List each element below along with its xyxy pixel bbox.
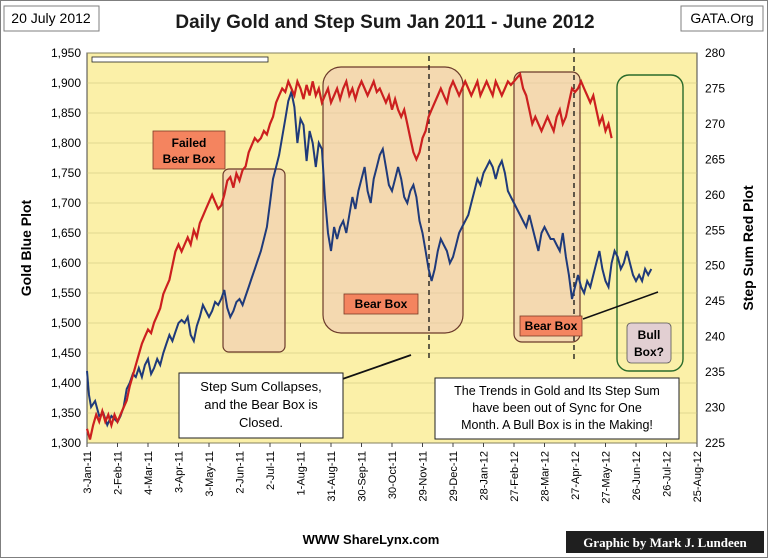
x-tick-label: 4-Mar-11 [143, 451, 155, 495]
x-tick-label: 26-Jul-12 [662, 451, 674, 497]
footer-website: WWW ShareLynx.com [303, 532, 440, 547]
y-right-tick-label: 230 [705, 401, 725, 415]
y-left-tick-label: 1,400 [51, 376, 81, 390]
y-right-tick-label: 270 [705, 117, 725, 131]
annotation-line: The Trends in Gold and Its Step Sum [454, 384, 660, 398]
footer-credit: Graphic by Mark J. Lundeen [583, 535, 747, 550]
x-tick-label: 2-Jun-11 [235, 451, 247, 494]
y-right-tick-label: 265 [705, 152, 725, 166]
y-left-tick-label: 1,300 [51, 436, 81, 450]
stepsum-series-line [85, 71, 613, 440]
x-tick-label: 3-May-11 [204, 451, 216, 497]
annotation-line: have been out of Sync for One [472, 401, 642, 415]
y-left-tick-label: 1,550 [51, 286, 81, 300]
y-left-tick-label: 1,950 [51, 46, 81, 60]
y-left-tick-label: 1,900 [51, 76, 81, 90]
callout-collapse-text: Step Sum Collapses, and the Bear Box is Cl… [200, 379, 321, 430]
failed-bear-box-label-bg [152, 130, 226, 170]
bear-box-1-label: Bear Box [355, 297, 408, 311]
bear-box-2-label-bg [519, 315, 583, 337]
annotation-line: Closed. [239, 415, 283, 430]
y-left-tick-label: 1,700 [51, 196, 81, 210]
annotation-line: Bear Box [163, 152, 216, 166]
y-right-tick-label: 240 [705, 330, 725, 344]
failed-bear-box-label: Failed Bear Box [163, 136, 216, 166]
x-tick-label: 2-Feb-11 [113, 451, 125, 495]
bull-arrow-line [582, 291, 659, 320]
y-right-tick-label: 250 [705, 259, 725, 273]
y-left-tick-label: 1,450 [51, 346, 81, 360]
x-tick-label: 29-Nov-11 [418, 451, 430, 502]
collapse-arrow-line [330, 354, 412, 384]
callout-trends-box [434, 377, 680, 440]
gold-series-line [86, 88, 653, 428]
x-tick-label: 3-Jan-11 [82, 451, 94, 494]
x-tick-label: 27-Feb-12 [509, 451, 521, 502]
x-tick-label: 1-Aug-11 [296, 451, 308, 495]
y-right-ticks: 225 230 235 240 245 250 255 260 265 270 275 280 [705, 46, 725, 450]
x-tick-label: 27-May-12 [601, 451, 613, 504]
y-right-label: Step Sum Red Plot [740, 185, 756, 311]
y-right-tick-label: 225 [705, 436, 725, 450]
x-tick-label: 30-Oct-11 [387, 451, 399, 499]
chart-title: Daily Gold and Step Sum Jan 2011 - June … [175, 12, 594, 33]
date-box [3, 5, 100, 32]
callout-collapse-box [178, 372, 344, 439]
y-left-ticks: 1,300 1,350 1,400 1,450 1,500 1,550 1,600 1,650… [51, 46, 81, 450]
y-left-label: Gold Blue Plot [18, 199, 34, 296]
y-left-tick-label: 1,600 [51, 256, 81, 270]
x-tick-label: 26-Jun-12 [631, 451, 643, 501]
x-tick-label: 30-Sep-11 [357, 451, 369, 502]
top-bar [91, 56, 269, 63]
y-right-tick-label: 235 [705, 365, 725, 379]
annotation-line: Step Sum Collapses, [200, 379, 321, 394]
annotation-line: Month. A Bull Box is in the Making! [461, 418, 653, 432]
y-right-tick-label: 255 [705, 223, 725, 237]
bull-box-label: Bull Box? [634, 328, 664, 359]
x-tick-label: 29-Dec-11 [448, 451, 460, 502]
x-tick-label: 28-Jan-12 [479, 451, 491, 501]
annotation-line: and the Bear Box is [204, 397, 318, 412]
y-left-tick-label: 1,800 [51, 136, 81, 150]
y-left-tick-label: 1,500 [51, 316, 81, 330]
source-box [680, 5, 764, 32]
source-label: GATA.Org [690, 10, 753, 26]
date-label: 20 July 2012 [11, 10, 91, 26]
callout-trends-text: The Trends in Gold and Its Step Sum have … [454, 384, 660, 432]
x-ticks: 3-Jan-11 2-Feb-11 4-Mar-11 3-Apr-11 3-May-11… [82, 443, 704, 504]
y-right-tick-label: 280 [705, 46, 725, 60]
credit-box [566, 531, 764, 553]
annotation-line: Box? [634, 345, 664, 359]
bear-box-1-label-bg [343, 293, 419, 315]
y-left-tick-label: 1,850 [51, 106, 81, 120]
y-right-tick-label: 275 [705, 81, 725, 95]
x-tick-label: 31-Aug-11 [326, 451, 338, 502]
annotation-line: Failed [172, 136, 207, 150]
bear-box-2-label: Bear Box [525, 319, 578, 333]
y-left-tick-label: 1,750 [51, 166, 81, 180]
bull-box-label-bg [626, 322, 672, 364]
y-left-tick-label: 1,650 [51, 226, 81, 240]
y-right-tick-label: 260 [705, 188, 725, 202]
y-right-tick-label: 245 [705, 294, 725, 308]
x-tick-label: 2-Jul-11 [265, 451, 277, 490]
x-tick-label: 25-Aug-12 [692, 451, 704, 502]
x-tick-label: 27-Apr-12 [570, 451, 582, 500]
y-left-tick-label: 1,350 [51, 406, 81, 420]
bear-box-recent [513, 71, 581, 343]
bear-box-small [222, 168, 286, 353]
annotation-line: Bull [638, 328, 661, 342]
x-tick-label: 28-Mar-12 [540, 451, 552, 502]
x-tick-label: 3-Apr-11 [174, 451, 186, 493]
bull-box [616, 74, 684, 372]
